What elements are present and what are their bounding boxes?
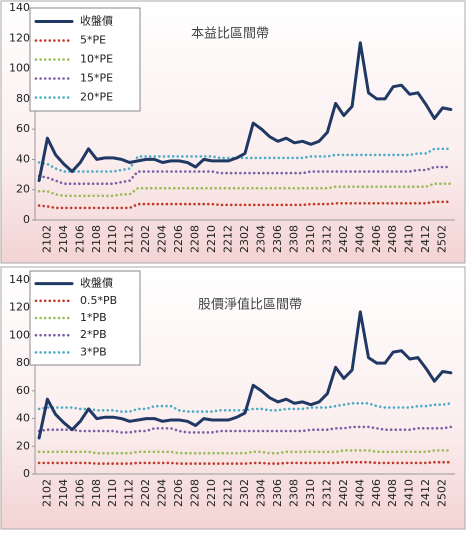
y-tick-label: 80 <box>16 356 30 369</box>
x-tick-label: 2410 <box>403 225 416 253</box>
x-tick-label: 2302 <box>238 479 251 507</box>
legend-label: 3*PB <box>80 345 107 358</box>
series-line <box>37 449 453 455</box>
y-tick-label: 40 <box>16 412 30 425</box>
series-line <box>37 182 453 198</box>
y-tick-label: 60 <box>16 122 30 135</box>
x-tick-label: 2108 <box>90 225 103 253</box>
y-tick-label: 60 <box>16 384 30 397</box>
x-tick-label: 2208 <box>189 225 202 253</box>
x-tick-label: 2404 <box>353 225 366 253</box>
y-tick-label: 100 <box>9 328 30 341</box>
x-tick-label: 2204 <box>156 225 169 253</box>
x-tick-label: 2212 <box>222 479 235 507</box>
x-tick-label: 2210 <box>205 225 218 253</box>
y-tick-label: 100 <box>9 62 30 75</box>
x-tick-label: 2110 <box>106 225 119 253</box>
y-tick-label: 40 <box>16 152 30 165</box>
x-tick-label: 2212 <box>222 225 235 253</box>
x-tick-label: 2110 <box>106 479 119 507</box>
x-tick-label: 2106 <box>73 479 86 507</box>
chart-title: 股價淨值比區間帶 <box>198 297 302 313</box>
y-tick-label: 0 <box>23 213 30 226</box>
x-tick-label: 2104 <box>57 479 70 507</box>
x-tick-label: 2108 <box>90 479 103 507</box>
legend: 收盤價 0.5*PB 1*PB 2*PB 3*PB <box>29 270 141 366</box>
y-tick-label: 140 <box>9 273 30 286</box>
x-tick-label: 2104 <box>57 225 70 253</box>
x-tick-label: 2304 <box>254 479 267 507</box>
x-tick-label: 2306 <box>271 479 284 507</box>
y-tick-label: 20 <box>16 183 30 196</box>
x-tick-label: 2304 <box>254 225 267 253</box>
y-tick-label: 120 <box>9 31 30 44</box>
x-tick-label: 2112 <box>123 225 136 253</box>
x-tick-label: 2402 <box>337 479 350 507</box>
legend-box <box>29 7 141 112</box>
chart-title: 本益比區間帶 <box>191 27 269 42</box>
legend-label: 0.5*PB <box>80 294 117 307</box>
y-tick-label: 80 <box>16 92 30 105</box>
x-tick-label: 2102 <box>40 479 53 507</box>
x-tick-label: 2206 <box>172 225 185 253</box>
legend-label: 10*PE <box>80 53 113 66</box>
x-tick-label: 2312 <box>320 479 333 507</box>
y-tick-label: 0 <box>23 467 30 480</box>
x-tick-label: 2208 <box>189 479 202 507</box>
x-tick-label: 2306 <box>271 225 284 253</box>
x-tick-label: 2408 <box>386 225 399 253</box>
x-tick-label: 2310 <box>304 479 317 507</box>
x-tick-label: 2406 <box>370 479 383 507</box>
x-tick-label: 2204 <box>156 479 169 507</box>
x-tick-label: 2308 <box>287 479 300 507</box>
x-tick-label: 2202 <box>139 479 152 507</box>
legend-label: 收盤價 <box>80 276 113 290</box>
x-tick-label: 2308 <box>287 225 300 253</box>
legend-label: 1*PB <box>80 311 107 324</box>
y-tick-label: 120 <box>9 301 30 314</box>
legend-label: 收盤價 <box>80 14 113 28</box>
x-tick-label: 2402 <box>337 225 350 253</box>
legend-label: 2*PB <box>80 328 107 341</box>
x-tick-label: 2404 <box>353 479 366 507</box>
series-line <box>37 460 453 465</box>
series-line <box>37 425 453 434</box>
y-tick-label: 20 <box>16 439 30 452</box>
series-line <box>37 402 453 413</box>
legend-label: 20*PE <box>80 91 113 104</box>
x-tick-label: 2206 <box>172 479 185 507</box>
x-tick-label: 2502 <box>436 479 449 507</box>
legend-label: 15*PE <box>80 72 113 85</box>
x-tick-label: 2310 <box>304 225 317 253</box>
legend-box <box>29 270 141 366</box>
x-tick-label: 2112 <box>123 479 136 507</box>
x-tick-label: 2312 <box>320 225 333 253</box>
x-tick-label: 2502 <box>436 225 449 253</box>
x-tick-label: 2406 <box>370 225 383 253</box>
x-tick-label: 2106 <box>73 225 86 253</box>
series-line <box>37 310 453 440</box>
x-tick-label: 2302 <box>238 225 251 253</box>
series-line <box>37 200 453 210</box>
series-line <box>37 41 453 183</box>
y-tick-label: 140 <box>9 1 30 14</box>
legend: 收盤價 5*PE 10*PE 15*PE 20*PE <box>29 7 141 112</box>
series-line <box>37 165 453 185</box>
x-tick-label: 2412 <box>419 225 432 253</box>
x-tick-label: 2202 <box>139 225 152 253</box>
x-tick-label: 2410 <box>403 479 416 507</box>
x-tick-label: 2412 <box>419 479 432 507</box>
x-tick-label: 2210 <box>205 479 218 507</box>
x-tick-label: 2102 <box>40 225 53 253</box>
legend-label: 5*PE <box>80 34 106 47</box>
x-tick-label: 2408 <box>386 479 399 507</box>
